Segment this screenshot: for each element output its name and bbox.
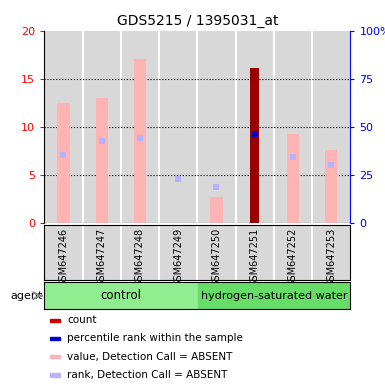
Bar (159, 31, 198, 223)
Bar (210, 197, 223, 223)
Bar (50, 373, 60, 377)
Text: GSM647250: GSM647250 (211, 227, 221, 287)
Text: GSM647252: GSM647252 (288, 227, 298, 287)
Text: hydrogen-saturated water: hydrogen-saturated water (201, 291, 347, 301)
Bar (121, 31, 159, 223)
Bar (50, 337, 60, 340)
Text: GSM647251: GSM647251 (250, 227, 260, 287)
Text: agent: agent (10, 291, 42, 301)
Bar (134, 59, 146, 223)
Bar (50, 318, 60, 322)
Bar (250, 68, 259, 223)
Bar (44, 31, 82, 223)
FancyBboxPatch shape (45, 283, 197, 309)
Bar (312, 31, 350, 223)
Text: percentile rank within the sample: percentile rank within the sample (67, 333, 243, 343)
Bar (95, 98, 108, 223)
Text: control: control (100, 289, 141, 302)
Bar (236, 31, 274, 223)
FancyBboxPatch shape (198, 283, 350, 309)
Title: GDS5215 / 1395031_at: GDS5215 / 1395031_at (117, 14, 278, 28)
Text: GSM647247: GSM647247 (97, 227, 107, 287)
Text: GSM647248: GSM647248 (135, 227, 145, 286)
Bar (82, 31, 121, 223)
Text: count: count (67, 315, 97, 325)
Text: value, Detection Call = ABSENT: value, Detection Call = ABSENT (67, 352, 233, 362)
Text: GSM647246: GSM647246 (59, 227, 69, 286)
Bar (57, 103, 70, 223)
Text: GSM647253: GSM647253 (326, 227, 336, 287)
Bar (274, 31, 312, 223)
Bar (50, 355, 60, 358)
Bar (287, 134, 299, 223)
Text: GSM647249: GSM647249 (173, 227, 183, 286)
Text: rank, Detection Call = ABSENT: rank, Detection Call = ABSENT (67, 370, 228, 380)
Bar (325, 150, 337, 223)
Bar (198, 31, 236, 223)
